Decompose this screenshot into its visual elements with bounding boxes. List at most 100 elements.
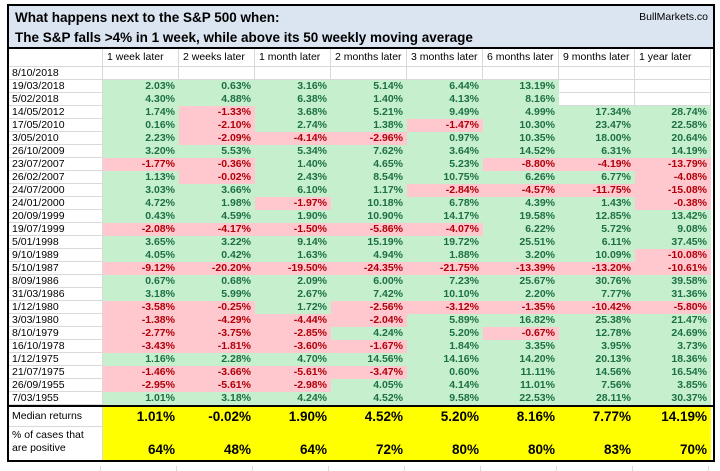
return-cell[interactable]: 10.35% xyxy=(483,132,559,145)
return-cell[interactable]: 2.09% xyxy=(255,275,331,288)
return-cell[interactable]: -2.85% xyxy=(255,327,331,340)
return-cell[interactable]: 3.35% xyxy=(483,340,559,353)
return-cell[interactable]: -15.08% xyxy=(635,184,711,197)
return-cell[interactable]: -24.35% xyxy=(331,262,407,275)
return-cell[interactable]: 4.70% xyxy=(255,353,331,366)
date-cell[interactable]: 1/12/1980 xyxy=(9,301,103,314)
return-cell[interactable]: -5.86% xyxy=(331,223,407,236)
median-value-cell[interactable]: 4.52% xyxy=(331,407,407,426)
return-cell[interactable]: 7.56% xyxy=(559,379,635,392)
date-cell[interactable]: 9/10/1989 xyxy=(9,249,103,262)
return-cell[interactable]: -1.33% xyxy=(179,106,255,119)
return-cell[interactable]: -8.80% xyxy=(483,158,559,171)
return-cell[interactable]: 10.18% xyxy=(331,197,407,210)
percent-positive-cell[interactable]: 64% xyxy=(255,426,331,460)
return-cell[interactable]: -21.75% xyxy=(407,262,483,275)
return-cell[interactable]: 19.72% xyxy=(407,236,483,249)
return-cell[interactable]: -3.47% xyxy=(331,366,407,379)
date-cell[interactable]: 7/03/1955 xyxy=(9,392,103,405)
return-cell[interactable]: 14.16% xyxy=(407,353,483,366)
return-cell[interactable]: 11.11% xyxy=(483,366,559,379)
return-cell[interactable]: 13.42% xyxy=(635,210,711,223)
date-cell[interactable]: 21/07/1975 xyxy=(9,366,103,379)
return-cell[interactable]: 1.90% xyxy=(255,210,331,223)
return-cell[interactable]: 2.28% xyxy=(179,353,255,366)
return-cell[interactable]: -4.07% xyxy=(407,223,483,236)
return-cell[interactable]: -5.61% xyxy=(179,379,255,392)
percent-positive-cell[interactable]: 70% xyxy=(635,426,711,460)
return-cell[interactable]: -1.38% xyxy=(103,314,179,327)
return-cell[interactable]: 4.52% xyxy=(331,392,407,405)
return-cell[interactable]: -0.36% xyxy=(179,158,255,171)
return-cell[interactable]: -1.50% xyxy=(255,223,331,236)
return-cell[interactable]: -2.08% xyxy=(103,223,179,236)
return-cell[interactable]: 3.20% xyxy=(483,249,559,262)
return-cell[interactable]: 3.20% xyxy=(103,145,179,158)
return-cell[interactable]: 5.34% xyxy=(255,145,331,158)
percent-positive-cell[interactable]: 80% xyxy=(407,426,483,460)
return-cell[interactable]: 14.56% xyxy=(331,353,407,366)
return-cell[interactable]: 15.19% xyxy=(331,236,407,249)
return-cell[interactable] xyxy=(559,93,635,106)
return-cell[interactable]: 3.66% xyxy=(179,184,255,197)
return-cell[interactable]: 9.08% xyxy=(635,223,711,236)
return-cell[interactable]: -2.84% xyxy=(407,184,483,197)
return-cell[interactable]: 3.22% xyxy=(179,236,255,249)
date-cell[interactable]: 8/09/1986 xyxy=(9,275,103,288)
return-cell[interactable]: -4.19% xyxy=(559,158,635,171)
return-cell[interactable]: -1.46% xyxy=(103,366,179,379)
date-cell[interactable]: 17/05/2010 xyxy=(9,119,103,132)
return-cell[interactable]: 14.52% xyxy=(483,145,559,158)
date-cell[interactable]: 24/07/2000 xyxy=(9,184,103,197)
return-cell[interactable] xyxy=(559,67,635,80)
return-cell[interactable]: 8.54% xyxy=(331,171,407,184)
percent-positive-cell[interactable]: 80% xyxy=(483,426,559,460)
date-cell[interactable]: 26/10/2009 xyxy=(9,145,103,158)
return-cell[interactable]: 6.00% xyxy=(331,275,407,288)
return-cell[interactable]: -0.25% xyxy=(179,301,255,314)
return-cell[interactable]: 4.14% xyxy=(407,379,483,392)
median-value-cell[interactable]: 1.90% xyxy=(255,407,331,426)
date-cell[interactable]: 5/10/1987 xyxy=(9,262,103,275)
return-cell[interactable]: 3.18% xyxy=(103,288,179,301)
return-cell[interactable]: 5.72% xyxy=(559,223,635,236)
return-cell[interactable]: 30.76% xyxy=(559,275,635,288)
return-cell[interactable]: 4.59% xyxy=(179,210,255,223)
return-cell[interactable]: -4.17% xyxy=(179,223,255,236)
return-cell[interactable]: 5.21% xyxy=(331,106,407,119)
date-cell[interactable]: 3/05/2010 xyxy=(9,132,103,145)
return-cell[interactable]: -0.02% xyxy=(179,171,255,184)
return-cell[interactable]: 6.11% xyxy=(559,236,635,249)
percent-positive-cell[interactable]: 64% xyxy=(103,426,179,460)
return-cell[interactable]: -4.14% xyxy=(255,132,331,145)
return-cell[interactable] xyxy=(635,80,711,93)
return-cell[interactable]: 6.77% xyxy=(559,171,635,184)
return-cell[interactable]: 30.37% xyxy=(635,392,711,405)
return-cell[interactable]: 1.17% xyxy=(331,184,407,197)
return-cell[interactable]: -1.47% xyxy=(407,119,483,132)
return-cell[interactable]: -9.12% xyxy=(103,262,179,275)
return-cell[interactable]: 4.99% xyxy=(483,106,559,119)
date-cell[interactable]: 26/02/2007 xyxy=(9,171,103,184)
return-cell[interactable]: 0.67% xyxy=(103,275,179,288)
return-cell[interactable]: 10.90% xyxy=(331,210,407,223)
return-cell[interactable] xyxy=(331,67,407,80)
percent-positive-cell[interactable]: 72% xyxy=(331,426,407,460)
return-cell[interactable]: -5.80% xyxy=(635,301,711,314)
return-cell[interactable]: 1.40% xyxy=(331,93,407,106)
return-cell[interactable]: 1.38% xyxy=(331,119,407,132)
date-cell[interactable]: 31/03/1986 xyxy=(9,288,103,301)
return-cell[interactable]: 25.51% xyxy=(483,236,559,249)
return-cell[interactable]: 1.63% xyxy=(255,249,331,262)
return-cell[interactable]: 0.42% xyxy=(179,249,255,262)
return-cell[interactable]: 3.65% xyxy=(103,236,179,249)
return-cell[interactable]: -1.81% xyxy=(179,340,255,353)
return-cell[interactable]: 3.18% xyxy=(179,392,255,405)
return-cell[interactable]: 7.42% xyxy=(331,288,407,301)
return-cell[interactable]: -4.57% xyxy=(483,184,559,197)
date-cell[interactable]: 19/07/1999 xyxy=(9,223,103,236)
return-cell[interactable]: 9.58% xyxy=(407,392,483,405)
return-cell[interactable]: 25.67% xyxy=(483,275,559,288)
return-cell[interactable]: 16.82% xyxy=(483,314,559,327)
return-cell[interactable]: 12.85% xyxy=(559,210,635,223)
